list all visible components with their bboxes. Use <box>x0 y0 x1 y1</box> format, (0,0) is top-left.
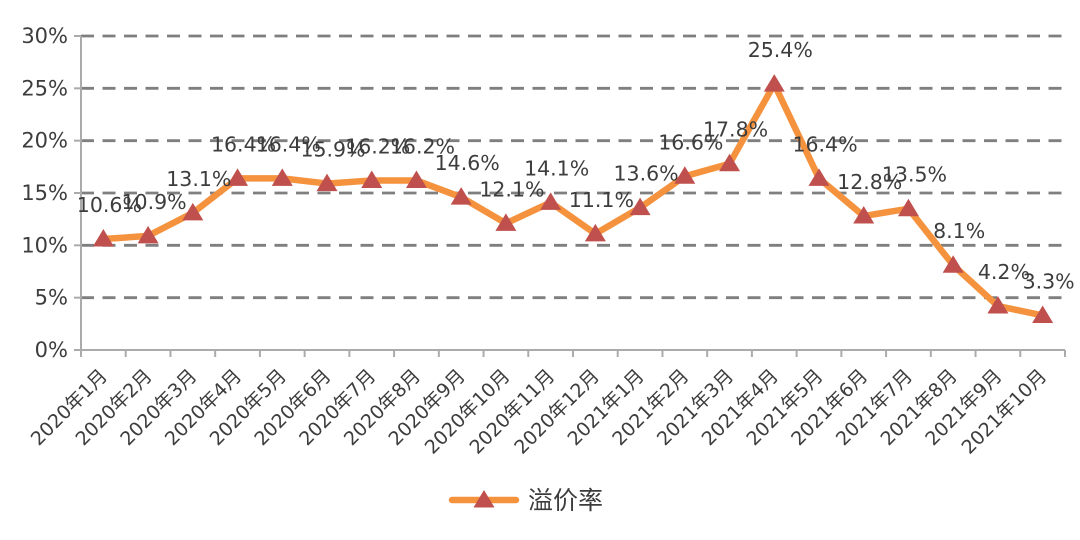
triangle-marker <box>137 225 159 244</box>
y-tick-label: 30% <box>21 24 68 48</box>
y-tick-label: 20% <box>21 129 68 153</box>
data-label: 8.1% <box>933 219 985 243</box>
triangle-marker <box>763 74 785 92</box>
triangle-marker <box>584 223 606 242</box>
triangle-marker <box>808 168 830 186</box>
triangle-marker <box>227 168 249 186</box>
data-label: 4.2% <box>978 260 1030 284</box>
legend-label: 溢价率 <box>528 486 603 515</box>
triangle-marker <box>540 192 562 210</box>
data-label: 11.1% <box>569 188 634 212</box>
x-tick-labels: 2020年1月2020年2月2020年3月2020年4月2020年5月2020年… <box>27 365 1051 459</box>
data-label: 16.2% <box>390 134 455 158</box>
data-label: 10.6% <box>77 193 142 217</box>
data-label: 13.6% <box>614 162 679 186</box>
data-label: 16.4% <box>792 132 857 156</box>
triangle-marker <box>405 170 427 188</box>
y-tick-label: 0% <box>35 338 68 362</box>
data-label: 14.6% <box>435 151 500 175</box>
data-label: 16.6% <box>658 130 723 154</box>
series-line <box>100 80 1046 319</box>
data-label: 13.5% <box>882 163 947 187</box>
data-labels: 10.6%10.9%13.1%16.4%16.4%15.9%16.2%16.2%… <box>77 38 1075 293</box>
triangle-marker <box>450 187 472 205</box>
data-label: 13.1% <box>166 167 231 191</box>
triangle-marker <box>629 197 651 216</box>
triangle-marker <box>897 198 919 217</box>
triangle-marker <box>182 202 204 221</box>
y-tick-label: 25% <box>21 76 68 100</box>
triangle-marker <box>495 213 517 231</box>
series-markers <box>92 74 1054 323</box>
triangle-marker <box>361 170 383 188</box>
y-tick-label: 15% <box>21 181 68 205</box>
triangle-marker <box>271 168 293 186</box>
data-label: 16.2% <box>345 134 410 158</box>
data-label: 25.4% <box>748 38 813 62</box>
triangle-marker <box>1032 305 1054 323</box>
data-label: 14.1% <box>524 156 589 180</box>
y-tick-label: 10% <box>21 233 68 257</box>
data-label: 12.1% <box>479 177 544 201</box>
data-label: 3.3% <box>1023 269 1075 293</box>
y-tick-labels: 0% 5% 10% 15% 20% 25% 30% <box>21 24 68 362</box>
triangle-marker <box>987 296 1009 314</box>
data-label: 12.8% <box>837 170 902 194</box>
data-label: 16.4% <box>256 132 321 156</box>
data-label: 17.8% <box>703 118 768 142</box>
data-label: 10.9% <box>122 190 187 214</box>
triangle-marker <box>316 173 338 192</box>
triangle-marker <box>853 206 875 224</box>
triangle-marker <box>942 255 964 273</box>
legend: 溢价率 <box>448 486 603 515</box>
data-label: 16.4% <box>211 132 276 156</box>
data-label: 15.9% <box>300 138 365 162</box>
legend-marker-icon <box>473 490 495 508</box>
triangle-marker <box>674 166 696 184</box>
axis-ticks <box>74 35 1066 357</box>
gridlines <box>81 34 1065 300</box>
triangle-marker <box>719 153 741 172</box>
y-tick-label: 5% <box>35 286 68 310</box>
triangle-marker <box>92 229 114 247</box>
